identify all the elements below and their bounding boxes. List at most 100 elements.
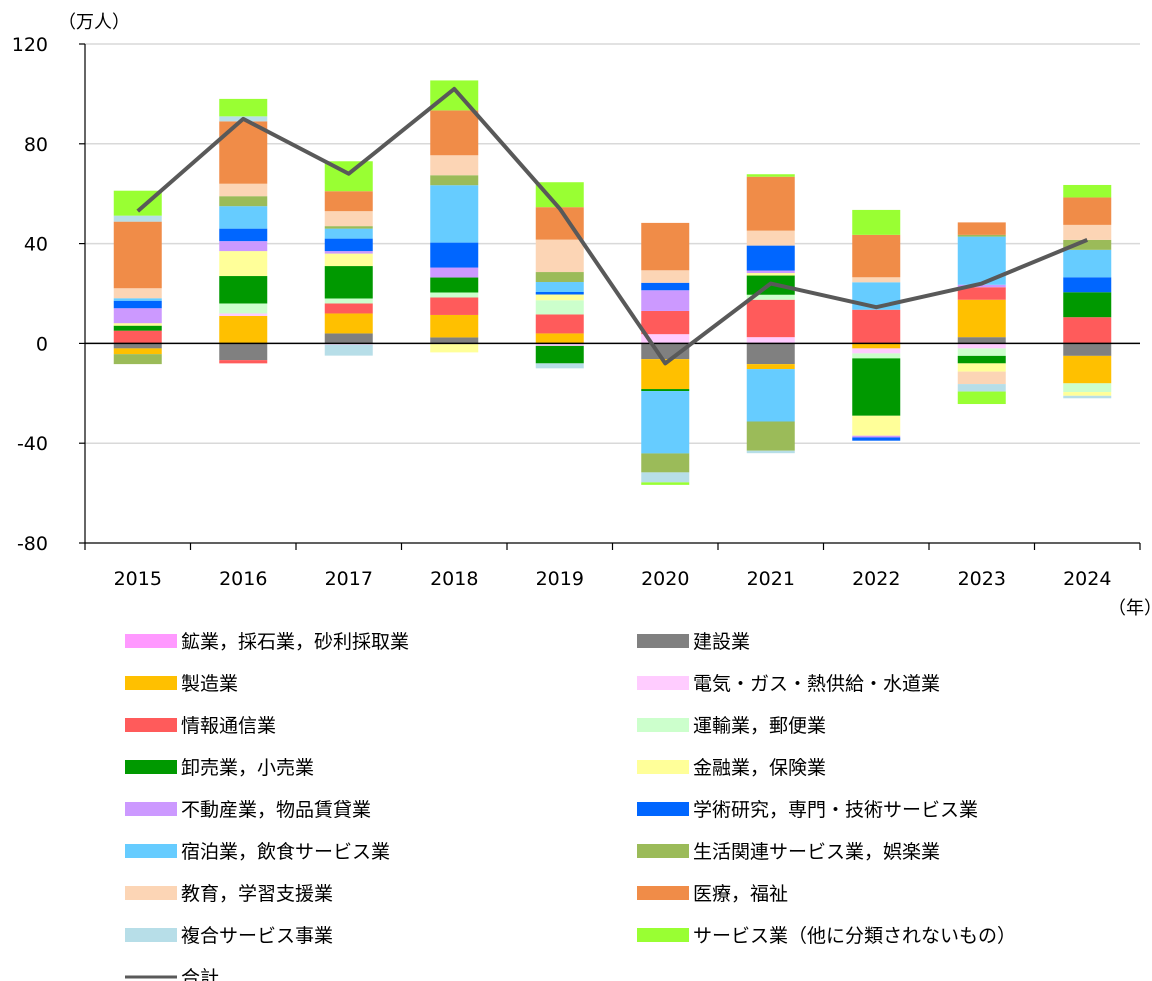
bar-segment xyxy=(1063,343,1112,356)
x-tick-label: 2017 xyxy=(325,568,373,590)
bars xyxy=(113,80,1112,485)
bar-segment xyxy=(113,325,162,331)
bar-segment xyxy=(113,354,162,365)
legend-label: 宿泊業，飲食サービス業 xyxy=(181,841,390,863)
legend-swatch xyxy=(125,886,177,900)
bar-segment xyxy=(219,251,268,277)
bar-segment xyxy=(957,284,1006,288)
bar-segment xyxy=(535,345,584,364)
bar-segment xyxy=(957,337,1006,344)
legend-swatch xyxy=(125,676,177,690)
bar-segment xyxy=(113,221,162,289)
bar-segment xyxy=(535,292,584,295)
bar-segment xyxy=(324,303,373,314)
bar-segment xyxy=(430,314,479,338)
bar-segment xyxy=(430,267,479,278)
legend-label: 建設業 xyxy=(693,631,750,653)
y-tick-label: 120 xyxy=(12,34,48,56)
bar-segment xyxy=(113,323,162,326)
legend-label: 複合サービス事業 xyxy=(181,925,333,947)
legend-label: 卸売業，小売業 xyxy=(181,757,314,779)
bar-segment xyxy=(957,343,1006,349)
bar-segment xyxy=(746,450,795,454)
x-tick-label: 2015 xyxy=(114,568,162,590)
bar-segment xyxy=(219,241,268,252)
bar-segment xyxy=(535,239,584,273)
bar-segment xyxy=(219,343,268,361)
x-tick-label: 2020 xyxy=(641,568,689,590)
bar-segment xyxy=(641,310,690,335)
legend-swatch xyxy=(637,928,689,942)
bar-segment xyxy=(430,343,479,353)
x-tick-label: 2021 xyxy=(747,568,795,590)
bar-segment xyxy=(324,191,373,212)
bar-segment xyxy=(746,299,795,338)
legend-swatch xyxy=(637,718,689,732)
bar-segment xyxy=(113,330,162,344)
bar-segment xyxy=(324,266,373,299)
bar-segment xyxy=(430,110,479,156)
legend-label: 情報通信業 xyxy=(181,715,276,737)
bar-segment xyxy=(957,287,1006,300)
bar-segment xyxy=(535,363,584,369)
bar-segment xyxy=(1063,249,1112,278)
bar-segment xyxy=(1063,239,1112,250)
bar-segment xyxy=(219,98,268,117)
bar-segment xyxy=(957,363,1006,372)
bar-segment xyxy=(219,360,268,364)
x-tick-label: 2024 xyxy=(1063,568,1111,590)
bar-segment xyxy=(113,348,162,355)
bar-segment xyxy=(324,253,373,267)
bar-segment xyxy=(535,333,584,344)
bar-segment xyxy=(641,290,690,311)
legend-swatch xyxy=(125,844,177,858)
bar-segment xyxy=(746,273,795,276)
x-tick-label: 2019 xyxy=(536,568,584,590)
bar-segment xyxy=(324,333,373,344)
bar-segment xyxy=(641,334,690,344)
bar-segment xyxy=(1063,197,1112,225)
legend-swatch xyxy=(637,886,689,900)
bar-segment xyxy=(219,303,268,314)
bar-segment xyxy=(1063,392,1112,396)
bar-segment xyxy=(430,242,479,268)
bar-segment xyxy=(219,276,268,304)
bar-segment xyxy=(430,277,479,293)
bar-segment xyxy=(641,270,690,283)
legend-label: 教育，学習支援業 xyxy=(181,883,333,905)
bar-segment xyxy=(641,389,690,392)
bar-segment xyxy=(852,309,901,344)
legend-label: 運輸業，郵便業 xyxy=(693,715,826,737)
bar-segment xyxy=(641,391,690,454)
bar-segment xyxy=(1063,292,1112,318)
legend-swatch xyxy=(637,844,689,858)
bar-segment xyxy=(219,313,268,316)
bar-segment xyxy=(219,121,268,184)
legend-label: 生活関連サービス業，娯楽業 xyxy=(693,841,940,863)
bar-segment xyxy=(746,369,795,422)
bar-segment xyxy=(324,298,373,304)
legend-label: 学術研究，専門・技術サービス業 xyxy=(693,799,978,821)
bar-segment xyxy=(852,343,901,349)
axes: 120 80 40 0 -40 -80 2015 2016 2017 2018 2019 2020 20… xyxy=(12,34,1141,590)
bar-segment xyxy=(852,209,901,235)
bar-segment xyxy=(113,343,162,349)
bar-segment xyxy=(535,314,584,334)
bar-segment xyxy=(219,183,268,197)
bar-segment xyxy=(324,211,373,227)
bar-segment xyxy=(641,472,690,483)
legend-label: 不動産業，物品賃貸業 xyxy=(181,799,371,821)
bar-segment xyxy=(1063,317,1112,344)
bar-segment xyxy=(641,222,690,271)
bar-segment xyxy=(746,294,795,300)
legend-label: 電気・ガス・熱供給・水道業 xyxy=(693,673,940,695)
bar-segment xyxy=(219,228,268,242)
y-tick-label: 0 xyxy=(36,333,48,355)
bar-segment xyxy=(324,313,373,334)
legend-swatch xyxy=(125,760,177,774)
bar-segment xyxy=(957,371,1006,385)
bar-segment xyxy=(535,182,584,208)
x-axis-unit-label: （年） xyxy=(1108,598,1152,619)
x-tick-label: 2018 xyxy=(430,568,478,590)
